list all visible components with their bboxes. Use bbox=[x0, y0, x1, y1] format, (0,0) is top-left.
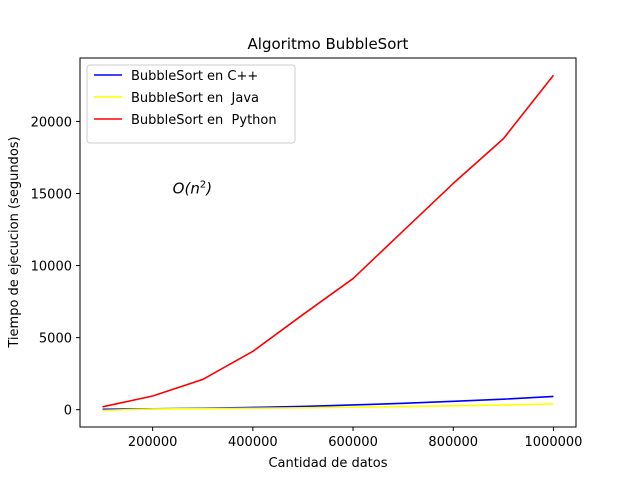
big-o-label: O(n2) bbox=[173, 179, 212, 197]
series-line-3 bbox=[102, 74, 555, 408]
plot-area bbox=[102, 74, 555, 412]
y-axis-label: Tiempo de ejecucion (segundos) bbox=[7, 136, 22, 348]
y-tick-label: 5000 bbox=[39, 332, 72, 347]
y-tick-label: 15000 bbox=[31, 187, 72, 202]
x-tick-label: 1000000 bbox=[525, 435, 583, 450]
x-tick-label: 600000 bbox=[328, 435, 378, 450]
legend-label: BubbleSort en Python bbox=[131, 113, 277, 128]
legend-box bbox=[86, 64, 296, 144]
legend-label: BubbleSort en Java bbox=[131, 91, 259, 106]
big-o-annotation: O(n2) bbox=[173, 179, 212, 197]
x-axis-label: Cantidad de datos bbox=[268, 456, 387, 471]
x-axis: 200000 400000 600000 800000 1000000 bbox=[128, 427, 583, 450]
plot-frame bbox=[79, 57, 577, 428]
y-tick-label: 20000 bbox=[31, 115, 72, 130]
y-tick-label: 10000 bbox=[31, 260, 72, 275]
x-tick-label: 400000 bbox=[228, 435, 278, 450]
x-tick-label: 800000 bbox=[428, 435, 478, 450]
y-tick-label: 0 bbox=[64, 404, 72, 419]
legend-label: BubbleSort en C++ bbox=[131, 69, 258, 84]
chart-title: Algoritmo BubbleSort bbox=[248, 35, 409, 53]
y-axis: 0 5000 10000 15000 20000 bbox=[31, 115, 80, 419]
series-line-2 bbox=[102, 403, 554, 412]
legend: BubbleSort en C++ BubbleSort en Java Bubbl… bbox=[86, 64, 296, 144]
x-tick-label: 200000 bbox=[128, 435, 178, 450]
